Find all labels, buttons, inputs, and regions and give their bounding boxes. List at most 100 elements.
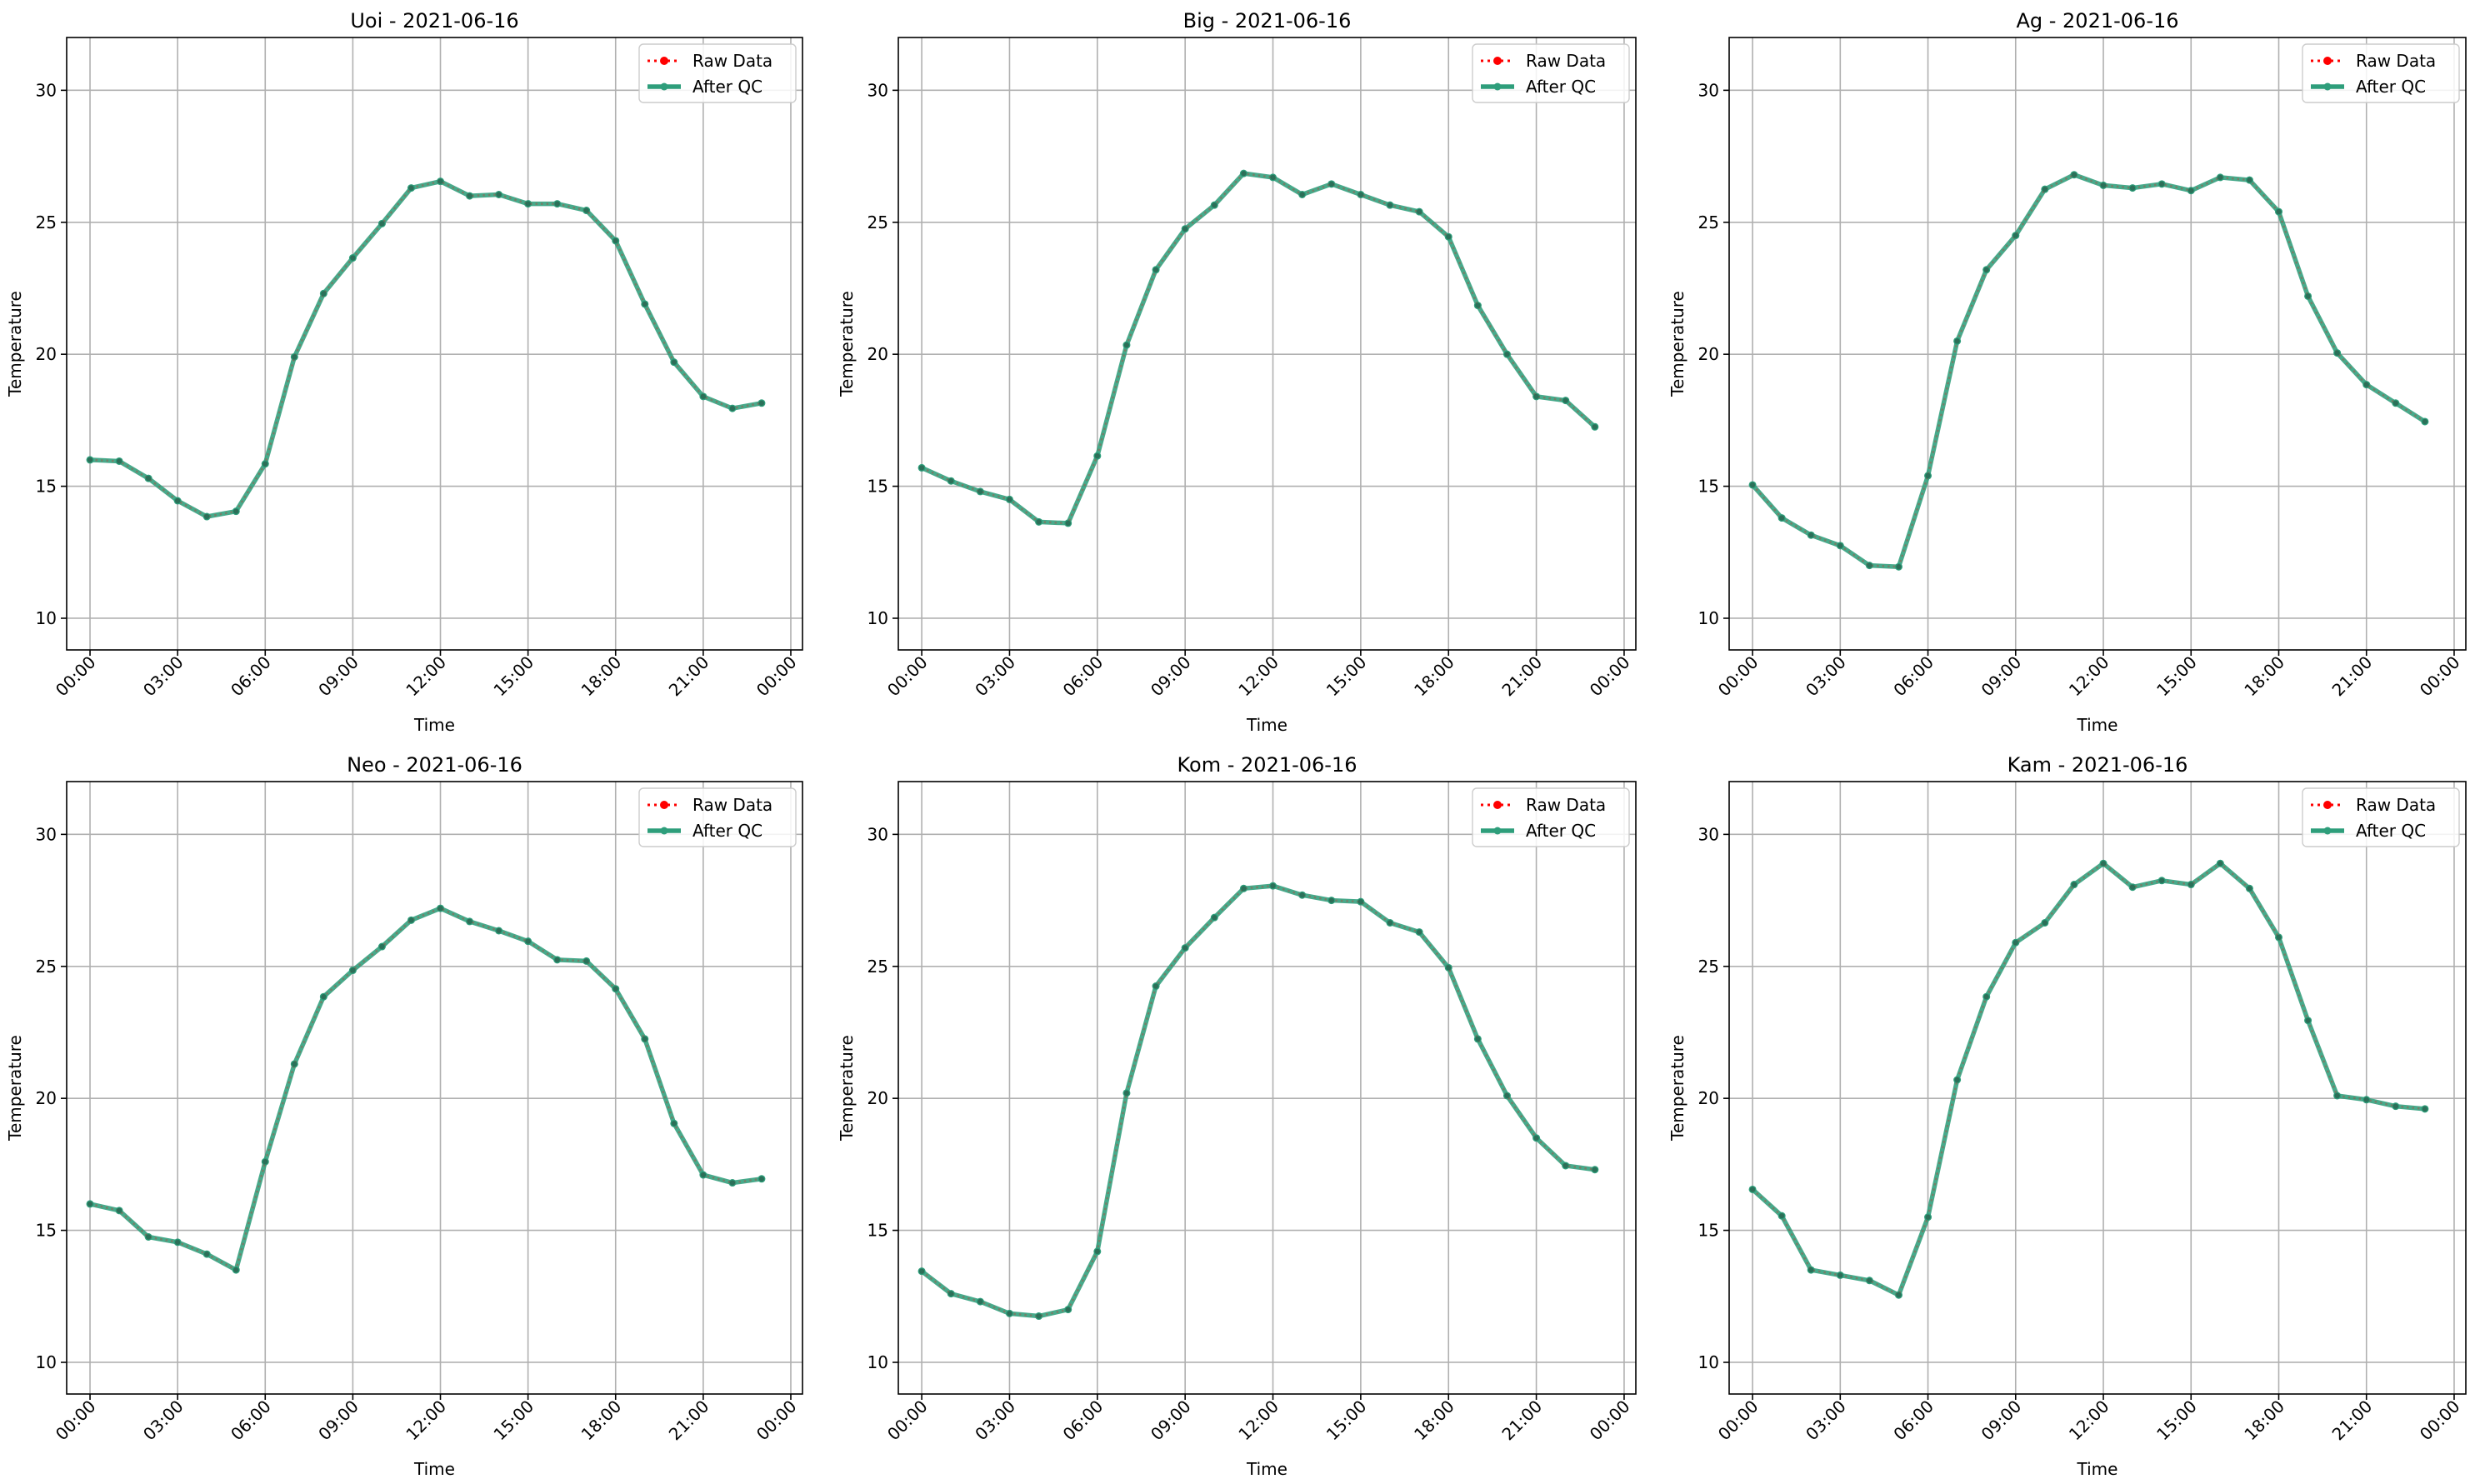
legend-raw-marker — [660, 801, 668, 809]
subplot-2: 00:00 03:00 06:00 09:00 12:00 15:00 18:00 21:00… — [837, 9, 1637, 735]
raw-data-point — [1778, 515, 1785, 521]
raw-data-point — [292, 1061, 298, 1067]
axes-frame — [66, 781, 803, 1395]
legend-raw-label: Raw Data — [692, 51, 772, 71]
legend-raw-label: Raw Data — [2356, 51, 2436, 71]
y-tick-label: 10 — [868, 1352, 888, 1372]
chart-title: Kam - 2021-06-16 — [2008, 753, 2188, 777]
x-tick-label: 21:00 — [2328, 652, 2377, 701]
x-tick-label: 18:00 — [1410, 652, 1458, 701]
raw-data-point — [700, 1172, 707, 1178]
y-tick-label: 25 — [868, 212, 888, 232]
y-tick-label: 25 — [1698, 957, 1719, 977]
x-tick-label: 09:00 — [314, 652, 362, 701]
raw-data-point — [1925, 472, 1931, 479]
plot-area — [67, 37, 802, 650]
raw-data-point — [408, 917, 414, 923]
x-tick-label: 00:00 — [752, 1397, 801, 1445]
raw-data-point — [1749, 482, 1756, 488]
y-tick-label: 10 — [36, 608, 57, 628]
x-tick-label: 18:00 — [2240, 652, 2288, 701]
plot-area — [67, 782, 802, 1394]
raw-data-point — [1416, 208, 1422, 215]
x-tick-label: 21:00 — [665, 1397, 713, 1445]
raw-data-point — [2422, 418, 2428, 425]
legend-qc-marker — [660, 827, 668, 835]
series-after-qc-line — [1751, 861, 2426, 1297]
x-tick-label: 06:00 — [1059, 1397, 1108, 1445]
raw-data-point — [1475, 1036, 1481, 1042]
raw-data-point — [525, 938, 531, 944]
raw-data-point — [1778, 1212, 1785, 1219]
raw-data-point — [145, 1234, 152, 1240]
y-tick-label: 15 — [1698, 1221, 1719, 1241]
y-axis-label: Temperature — [837, 1035, 857, 1142]
legend: Raw Data After QC — [1472, 43, 1630, 103]
raw-data-point — [203, 513, 210, 520]
legend-raw-label: Raw Data — [1526, 51, 1606, 71]
x-tick-label: 03:00 — [139, 1397, 188, 1445]
raw-data-point — [496, 927, 502, 934]
raw-data-point — [2247, 177, 2252, 183]
y-tick-label: 20 — [36, 344, 57, 364]
raw-data-point — [408, 185, 414, 191]
series-raw-data-line — [921, 172, 1596, 525]
raw-data-point — [2392, 1103, 2399, 1109]
raw-data-point — [233, 1267, 239, 1273]
raw-data-point — [2247, 886, 2252, 892]
raw-data-point — [1749, 1187, 1756, 1192]
y-tick-label: 20 — [868, 1088, 888, 1108]
x-axis-label: Time — [2077, 1459, 2118, 1479]
raw-data-point — [1475, 302, 1481, 308]
raw-data-point — [2363, 1097, 2369, 1102]
y-tick-label: 30 — [868, 80, 888, 100]
legend-raw-label: Raw Data — [692, 795, 772, 815]
x-tick-label: 09:00 — [1978, 652, 2026, 701]
raw-data-point — [1387, 202, 1393, 208]
y-tick-label: 25 — [36, 212, 57, 232]
x-tick-label: 18:00 — [578, 1397, 626, 1445]
raw-data-point — [671, 1121, 678, 1127]
raw-data-point — [918, 465, 925, 471]
raw-data-point — [2334, 350, 2340, 356]
legend: Raw Data After QC — [1472, 787, 1630, 847]
raw-data-point — [321, 291, 327, 297]
raw-data-point — [2334, 1092, 2340, 1099]
x-tick-label: 06:00 — [1059, 652, 1108, 701]
x-tick-label: 15:00 — [1322, 1397, 1371, 1445]
x-tick-label: 18:00 — [578, 652, 626, 701]
raw-data-point — [2071, 882, 2078, 887]
legend-raw-marker — [1493, 801, 1502, 809]
x-axis-label: Time — [1246, 715, 1288, 735]
y-tick-label: 30 — [1698, 80, 1719, 100]
raw-data-point — [174, 497, 181, 504]
raw-data-point — [1446, 233, 1452, 240]
x-tick-label: 00:00 — [1586, 652, 1634, 701]
y-tick-label: 20 — [868, 344, 888, 364]
raw-data-point — [1270, 174, 1276, 181]
series-after-qc-line — [920, 883, 1596, 1319]
raw-data-point — [2276, 208, 2282, 215]
legend-qc-marker — [2323, 827, 2332, 835]
raw-data-point — [1954, 338, 1960, 344]
y-tick-label: 10 — [36, 1352, 57, 1372]
raw-data-point — [1446, 965, 1452, 971]
raw-data-point — [467, 192, 472, 199]
x-tick-label: 06:00 — [227, 1397, 275, 1445]
x-tick-label: 03:00 — [971, 1397, 1019, 1445]
raw-data-point — [438, 905, 443, 912]
raw-data-point — [978, 1298, 983, 1305]
series-after-qc-line — [89, 906, 762, 1272]
y-tick-label: 20 — [1698, 1088, 1719, 1108]
raw-data-point — [2158, 877, 2165, 884]
y-tick-label: 15 — [1698, 477, 1719, 497]
legend-raw-label: Raw Data — [1526, 795, 1606, 815]
axes-frame — [1728, 37, 2467, 651]
raw-data-point — [758, 1176, 765, 1182]
raw-data-point — [1299, 192, 1305, 197]
raw-data-point — [2042, 186, 2048, 192]
raw-data-point — [2100, 182, 2107, 188]
raw-data-point — [145, 475, 152, 482]
raw-data-point — [2276, 934, 2282, 941]
